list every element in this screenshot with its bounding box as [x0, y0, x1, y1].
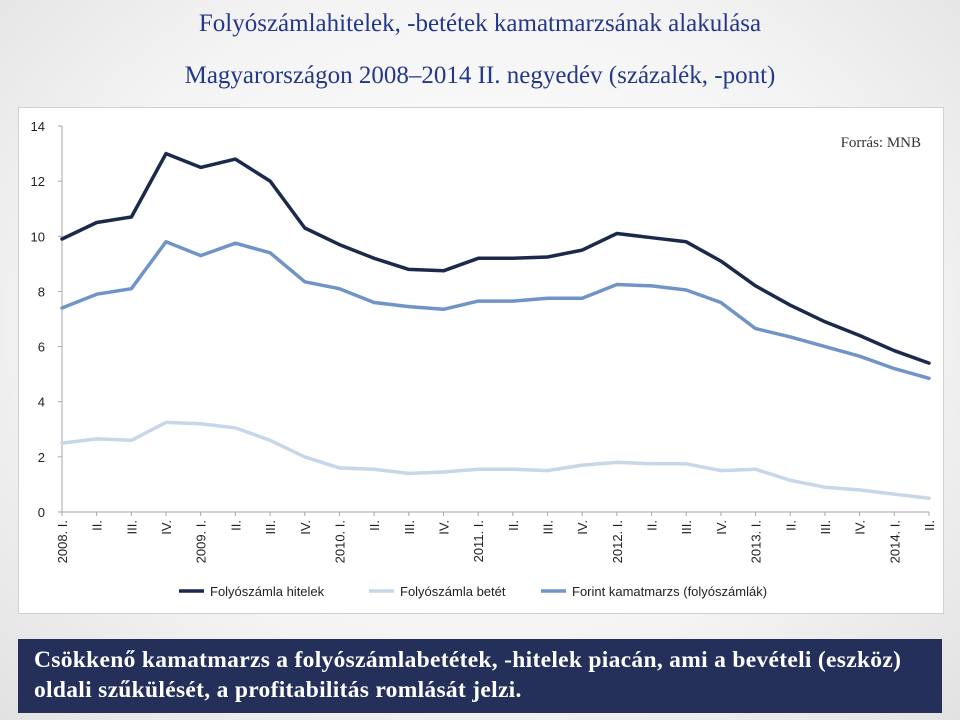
y-tick-label: 10 — [31, 229, 45, 244]
x-tick-label-group: II. — [922, 520, 937, 531]
x-tick-label: II. — [367, 520, 382, 531]
x-tick-label: II. — [922, 520, 937, 531]
line-chart: 0 2 4 6 8 10 12 14 2008. I. II. III. IV. 2009. I. II.… — [31, 119, 937, 599]
x-tick-label-group: III. — [263, 520, 278, 534]
x-tick-label: 2010. I. — [332, 520, 347, 563]
x-tick-label: IV. — [298, 520, 313, 535]
x-tick-label-group: III. — [124, 520, 139, 534]
x-tick-label-group: 2012. I. — [610, 520, 625, 563]
legend-label-1: Folyószámla hitelek — [210, 584, 325, 599]
series-line-2 — [60, 420, 931, 500]
y-tick-label: 0 — [38, 505, 45, 520]
x-tick-label-group: III. — [818, 520, 833, 534]
y-tick-label: 4 — [38, 395, 45, 410]
x-tick-label-group: III. — [402, 520, 417, 534]
x-tick-label: IV. — [436, 520, 451, 535]
x-tick-label: IV. — [853, 520, 868, 535]
chart-area: 0 2 4 6 8 10 12 14 2008. I. II. III. IV. 2009. I. II.… — [18, 107, 944, 614]
x-tick-label: III. — [263, 520, 278, 534]
x-tick-label: II. — [90, 520, 105, 531]
x-tick-label-group: III. — [679, 520, 694, 534]
x-tick-label-group: II. — [90, 520, 105, 531]
x-tick-label-group: 2009. I. — [194, 520, 209, 563]
y-tick-label: 8 — [38, 284, 45, 299]
x-tick-label-group: II. — [645, 520, 660, 531]
legend-label-2: Folyószámla betét — [400, 584, 506, 599]
legend-label-3: Forint kamatmarzs (folyószámlák) — [572, 584, 767, 599]
x-tick-label: IV. — [159, 520, 174, 535]
y-tick-label: 12 — [31, 174, 45, 189]
footer-conclusion: Csökkenő kamatmarzs a folyószámlabetétek… — [18, 639, 942, 713]
x-tick-label: III. — [402, 520, 417, 534]
x-tick-label: IV. — [714, 520, 729, 535]
x-tick-label: 2009. I. — [194, 520, 209, 563]
x-tick-label-group: II. — [783, 520, 798, 531]
x-tick-label-group: III. — [541, 520, 556, 534]
slide-title-line-2: Magyarországon 2008–2014 II. negyedév (s… — [184, 62, 776, 89]
x-tick-label-group: IV. — [575, 520, 590, 535]
series-line-1 — [60, 151, 931, 365]
x-tick-label: II. — [506, 520, 521, 531]
x-tick-label-group: 2014. I. — [887, 520, 902, 563]
y-tick-label: 6 — [38, 340, 45, 355]
x-tick-label: III. — [541, 520, 556, 534]
x-tick-label-group: II. — [506, 520, 521, 531]
x-tick-label: II. — [228, 520, 243, 531]
x-tick-label: III. — [124, 520, 139, 534]
x-tick-label: 2014. I. — [887, 520, 902, 563]
x-tick-label: II. — [645, 520, 660, 531]
x-tick-label-group: 2010. I. — [332, 520, 347, 563]
x-tick-label: IV. — [575, 520, 590, 535]
x-tick-label: III. — [818, 520, 833, 534]
source-annotation: Forrás: MNB — [841, 135, 921, 151]
y-tick-label: 14 — [31, 119, 45, 134]
x-tick-label-group: 2008. I. — [55, 520, 70, 563]
x-tick-label: II. — [783, 520, 798, 531]
series-line-3 — [60, 240, 931, 381]
x-tick-label: III. — [679, 520, 694, 534]
x-tick-label-group: IV. — [714, 520, 729, 535]
slide-title-line-1: Folyószámlahitelek, -betétek kamatmarzsá… — [198, 10, 762, 37]
x-tick-label-group: IV. — [436, 520, 451, 535]
x-tick-label-group: IV. — [159, 520, 174, 535]
x-tick-label-group: 2011. I. — [471, 520, 486, 562]
x-tick-label-group: 2013. I. — [749, 520, 764, 563]
x-tick-label: 2012. I. — [610, 520, 625, 563]
x-tick-label: 2008. I. — [55, 520, 70, 563]
y-tick-label: 2 — [38, 450, 45, 465]
x-tick-label: 2013. I. — [749, 520, 764, 563]
x-tick-label-group: II. — [228, 520, 243, 531]
x-tick-label-group: II. — [367, 520, 382, 531]
x-tick-label-group: IV. — [298, 520, 313, 535]
x-tick-label: 2011. I. — [471, 520, 486, 562]
x-tick-label-group: IV. — [853, 520, 868, 535]
